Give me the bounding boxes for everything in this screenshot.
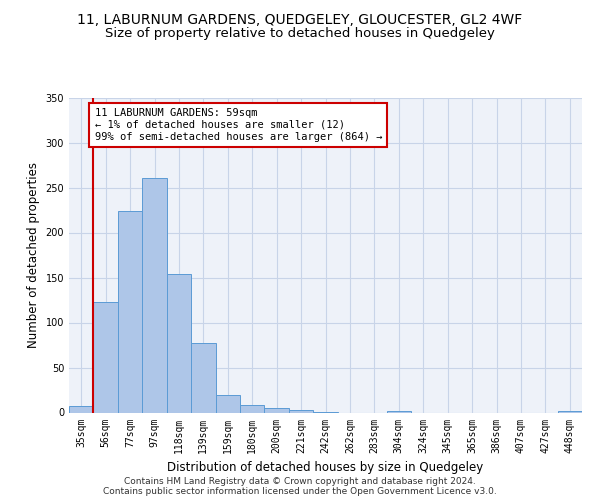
Bar <box>142 178 167 412</box>
Bar <box>167 274 191 412</box>
Bar <box>289 410 313 412</box>
Bar <box>69 406 94 412</box>
Y-axis label: Number of detached properties: Number of detached properties <box>27 162 40 348</box>
Text: Size of property relative to detached houses in Quedgeley: Size of property relative to detached ho… <box>105 28 495 40</box>
Bar <box>240 406 265 412</box>
Bar <box>265 408 289 412</box>
Text: 11, LABURNUM GARDENS, QUEDGELEY, GLOUCESTER, GL2 4WF: 11, LABURNUM GARDENS, QUEDGELEY, GLOUCES… <box>77 12 523 26</box>
Bar <box>386 410 411 412</box>
Text: 11 LABURNUM GARDENS: 59sqm
← 1% of detached houses are smaller (12)
99% of semi-: 11 LABURNUM GARDENS: 59sqm ← 1% of detac… <box>95 108 382 142</box>
Bar <box>557 410 582 412</box>
Bar <box>191 343 215 412</box>
Bar <box>94 302 118 412</box>
Bar <box>118 211 142 412</box>
X-axis label: Distribution of detached houses by size in Quedgeley: Distribution of detached houses by size … <box>167 461 484 474</box>
Text: Contains HM Land Registry data © Crown copyright and database right 2024.
Contai: Contains HM Land Registry data © Crown c… <box>103 476 497 496</box>
Bar <box>215 394 240 412</box>
